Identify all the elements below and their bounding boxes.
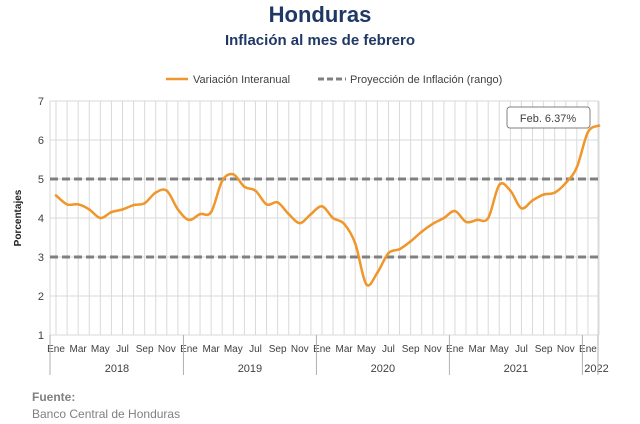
x-tick-label: Mar [468,344,486,355]
x-tick-label: Sep [269,344,287,355]
x-tick-label: Nov [158,344,176,355]
x-tick-label: Nov [557,344,575,355]
data-point [232,173,235,176]
x-tick-label: Jul [382,344,395,355]
data-point [442,216,446,220]
x-tick-label: Ene [446,344,464,355]
data-point [475,218,479,222]
data-point [309,212,313,216]
data-point [387,251,390,255]
y-axis-label: Porcentajes [13,189,24,246]
x-tick-label: Jul [116,344,129,355]
x-tick-label: Sep [402,344,420,355]
data-point [110,210,113,214]
x-tick-label: Ene [47,344,65,355]
data-point [87,208,91,211]
callout-box [506,106,591,129]
data-point [531,199,534,202]
data-point [76,203,80,206]
data-point [564,181,568,185]
x-tick-label: Mar [336,344,354,355]
legend-label-variacion: Variación Interanual [193,74,290,86]
page-title: Honduras [268,2,372,27]
data-point [542,193,545,196]
x-tick-label: Nov [424,344,442,355]
data-point [486,216,490,220]
year-label: 2018 [105,363,129,375]
x-tick-label: Ene [180,344,198,355]
data-point [143,201,146,205]
y-tick-label: 2 [38,291,44,303]
x-tick-label: Ene [579,344,597,355]
x-tick-label: Jul [515,344,528,355]
data-point [353,242,357,245]
data-point [243,185,246,189]
year-label: 2021 [504,363,528,375]
y-tick-label: 4 [38,213,44,225]
data-point [198,212,202,216]
data-point [209,210,213,214]
callout-label: Feb. 6.37% [520,113,576,125]
year-label: 2020 [371,363,395,375]
data-point [431,222,435,226]
data-point [453,209,457,213]
data-point [575,166,579,169]
data-point [597,124,601,127]
data-point [553,191,556,194]
x-tick-label: Ene [313,344,331,355]
data-point [165,189,169,192]
data-point [287,212,291,216]
data-point [331,216,335,220]
data-point [320,205,324,208]
x-tick-label: May [490,344,509,355]
data-point [132,203,135,207]
year-label: 2019 [238,363,262,375]
data-point [520,207,523,210]
year-label: 2022 [584,363,608,375]
data-point [420,230,424,233]
data-point [498,183,501,187]
data-point [99,216,102,220]
data-point [298,221,302,225]
data-point [365,283,368,286]
data-point [54,194,58,197]
data-point [509,189,512,192]
x-tick-label: Sep [535,344,553,355]
data-point [464,220,468,224]
data-point [376,271,379,274]
series-line-variacion-interanual [55,124,600,287]
x-tick-label: Nov [291,344,309,355]
data-point [154,191,157,194]
data-point [65,203,69,206]
y-tick-label: 1 [38,330,44,342]
x-tick-label: Mar [203,344,221,355]
legend-label-proyeccion: Proyección de Inflación (rango) [350,74,502,86]
data-point [254,189,257,192]
y-tick-label: 6 [38,135,44,147]
x-tick-label: Jul [249,344,262,355]
data-point [220,179,224,183]
x-tick-label: May [224,344,243,355]
x-tick-label: May [357,344,376,355]
page-subtitle: Inflación al mes de febrero [224,32,416,49]
source-text: Banco Central de Honduras [32,407,181,421]
y-tick-label: 3 [38,252,44,264]
y-tick-label: 7 [38,96,44,108]
data-point [398,247,401,251]
data-point [265,203,268,206]
x-tick-label: Mar [70,344,88,355]
source-label: Fuente: [32,390,76,404]
data-point [409,240,412,243]
data-point [586,130,590,134]
data-point [187,218,191,222]
data-point [276,201,279,204]
x-tick-label: May [91,344,110,355]
x-tick-label: Sep [136,344,154,355]
data-point [342,222,346,226]
data-point [121,208,124,211]
data-point [176,208,180,211]
y-tick-label: 5 [38,174,44,186]
